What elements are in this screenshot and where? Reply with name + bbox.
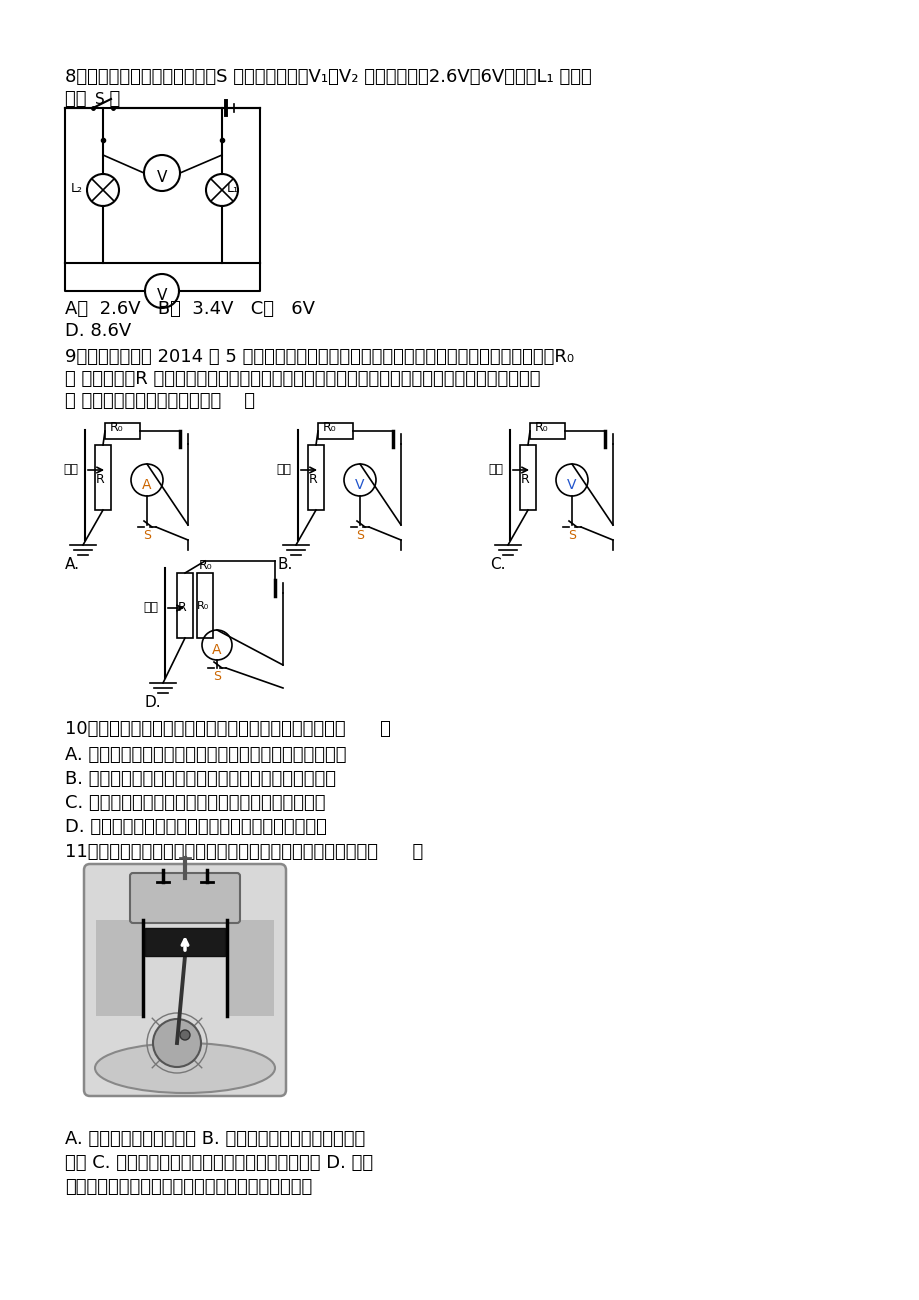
Ellipse shape [95, 1043, 275, 1093]
Text: 滑片: 滑片 [142, 601, 158, 614]
Text: R₀: R₀ [323, 421, 336, 434]
Bar [529, 422, 564, 439]
Text: S: S [95, 92, 105, 107]
Text: 滑片: 滑片 [276, 463, 290, 476]
Text: 滑片: 滑片 [62, 463, 78, 476]
Bar [308, 445, 323, 510]
Bar [176, 573, 193, 638]
Text: 是 定值电阻，R 是滑动变阻器，电源电压不变，滑片会随身高上下平移．能够实现身高越高，电压: 是 定值电阻，R 是滑动变阻器，电源电压不变，滑片会随身高上下平移．能够实现身高… [65, 370, 540, 387]
Bar [105, 422, 140, 439]
FancyBboxPatch shape [130, 874, 240, 923]
Text: B.: B. [278, 556, 293, 572]
Text: C.: C. [490, 556, 505, 572]
Text: S: S [213, 670, 221, 682]
Bar [95, 445, 111, 510]
Text: A: A [142, 478, 152, 491]
Text: 过程 C. 该冲程中汽缸内气体分子运动剧烈程度减弱 D. 该冲: 过程 C. 该冲程中汽缸内气体分子运动剧烈程度减弱 D. 该冲 [65, 1154, 373, 1173]
Text: R: R [96, 473, 105, 486]
Text: C. 在电流一定时，导体的电阻跟导体两端电压成正比: C. 在电流一定时，导体的电阻跟导体两端电压成正比 [65, 794, 325, 812]
Circle shape [153, 1019, 200, 1067]
Bar [519, 445, 536, 510]
Text: 为（    ）: 为（ ） [65, 90, 120, 108]
Text: L₁: L₁ [227, 182, 239, 195]
Text: R₀: R₀ [199, 559, 212, 572]
Bar [318, 422, 353, 439]
Text: 表 或电流表示数越大的电路是（    ）: 表 或电流表示数越大的电路是（ ） [65, 393, 255, 410]
Bar [145, 928, 225, 956]
Text: R₀: R₀ [197, 601, 209, 611]
Text: V: V [567, 478, 576, 491]
Text: 程中主要是通过热传递的方式改变汽缸内物质的内能: 程中主要是通过热传递的方式改变汽缸内物质的内能 [65, 1178, 312, 1196]
Text: R: R [309, 473, 317, 486]
Text: A. 在电压一定时，导体的电阻跟通过到导体的电流成反比: A. 在电压一定时，导体的电阻跟通过到导体的电流成反比 [65, 746, 346, 764]
Text: R: R [520, 473, 529, 486]
Text: 9．小梦为济宁市 2014 年 5 月份的体育测试设计了一个电子身高测量仪．如图的四个电路中，R₀: 9．小梦为济宁市 2014 年 5 月份的体育测试设计了一个电子身高测量仪．如图… [65, 348, 573, 367]
Text: D. 8.6V: D. 8.6V [65, 322, 131, 341]
Text: D. 在电压一定时，通过导体的电流跟导体电阻成反比: D. 在电压一定时，通过导体的电流跟导体电阻成反比 [65, 818, 326, 836]
Text: A. 该图表示的是压缩冲程 B. 该冲程是内能转化为机械能的: A. 该图表示的是压缩冲程 B. 该冲程是内能转化为机械能的 [65, 1130, 365, 1148]
Text: B. 在电阻一定时，导体的电阻跟通过导体的电流成正比: B. 在电阻一定时，导体的电阻跟通过导体的电流成正比 [65, 770, 335, 788]
Text: 滑片: 滑片 [487, 463, 503, 476]
Text: R₀: R₀ [110, 421, 123, 434]
Text: R: R [177, 601, 187, 614]
Bar [227, 920, 274, 1017]
Text: A．  2.6V   B．  3.4V   C．   6V: A． 2.6V B． 3.4V C． 6V [65, 300, 314, 318]
Text: A.: A. [65, 556, 80, 572]
Bar [197, 573, 213, 638]
Text: 11．如图是四冲程汽油机工作状态示意图，下列说法正确的是（      ）: 11．如图是四冲程汽油机工作状态示意图，下列说法正确的是（ ） [65, 842, 423, 861]
Text: D.: D. [145, 696, 162, 710]
FancyBboxPatch shape [84, 864, 286, 1096]
Text: V: V [355, 478, 364, 491]
Circle shape [180, 1030, 190, 1040]
Text: A: A [212, 644, 221, 656]
Text: L₂: L₂ [71, 182, 83, 195]
Text: S: S [567, 529, 575, 542]
Text: V: V [156, 170, 167, 186]
Text: 8．如右图所示的电路中，开关S 闭合后，电压表V₁、V₂ 的示数分别为2.6V、6V，则灯L₁ 的电压: 8．如右图所示的电路中，开关S 闭合后，电压表V₁、V₂ 的示数分别为2.6V、… [65, 68, 591, 86]
Text: 10．关于电流、电压、电阻的关系，下列说法正确的是（      ）: 10．关于电流、电压、电阻的关系，下列说法正确的是（ ） [65, 720, 391, 738]
Text: S: S [356, 529, 364, 542]
Text: V: V [156, 289, 167, 303]
Text: R₀: R₀ [535, 421, 548, 434]
Bar [96, 920, 142, 1017]
Text: S: S [142, 529, 151, 542]
